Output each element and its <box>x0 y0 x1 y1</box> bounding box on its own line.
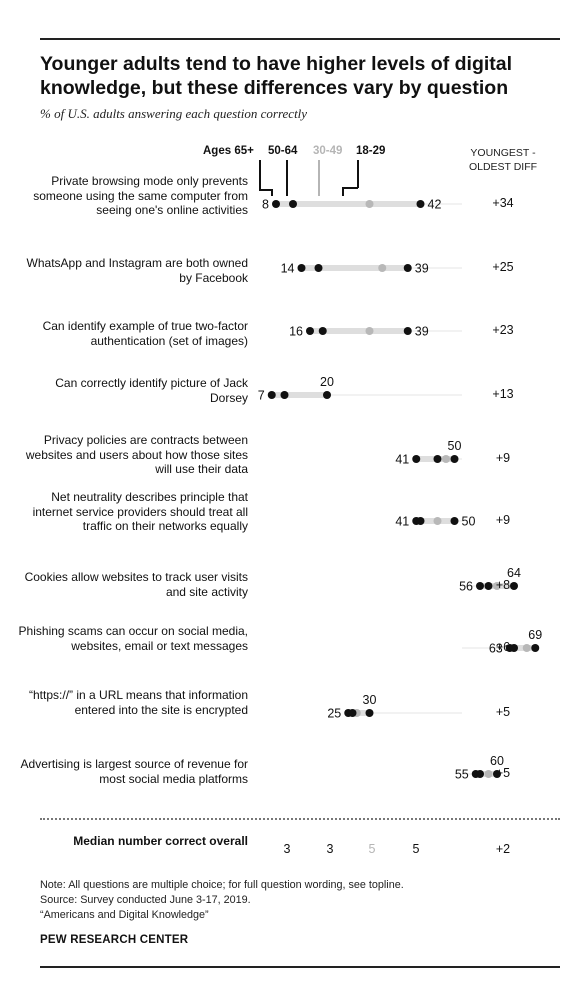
dot-65plus <box>412 455 420 463</box>
low-value-label: 41 <box>395 515 409 529</box>
dot-30-49 <box>366 200 374 208</box>
low-value-label: 55 <box>455 768 469 782</box>
median-value-18-29: 5 <box>406 842 426 856</box>
divider-dotted <box>40 818 560 820</box>
high-value-label: 20 <box>320 375 334 389</box>
diff-value: +25 <box>468 260 538 274</box>
median-value-30-49: 5 <box>362 842 382 856</box>
low-value-label: 8 <box>262 198 269 212</box>
diff-value: +8 <box>468 578 538 592</box>
dot-18-29 <box>451 517 459 525</box>
brand-logo-text: PEW RESEARCH CENTER <box>40 934 188 946</box>
median-diff: +2 <box>468 842 538 856</box>
median-value-50-64: 3 <box>320 842 340 856</box>
low-value-label: 25 <box>327 707 341 721</box>
dot-50-64 <box>289 200 297 208</box>
dot-30-49 <box>366 327 374 335</box>
high-value-label: 50 <box>448 439 462 453</box>
diff-value: +23 <box>468 323 538 337</box>
diff-value: +9 <box>468 451 538 465</box>
dot-50-64 <box>349 709 357 717</box>
dot-65plus <box>272 200 280 208</box>
dot-65plus <box>268 391 276 399</box>
high-value-label: 42 <box>428 198 442 212</box>
high-value-label: 39 <box>415 325 429 339</box>
dot-18-29 <box>323 391 331 399</box>
dot-18-29 <box>366 709 374 717</box>
dot-18-29 <box>404 264 412 272</box>
dot-50-64 <box>281 391 289 399</box>
high-value-label: 30 <box>363 693 377 707</box>
median-label: Median number correct overall <box>18 834 248 849</box>
note-text: Note: All questions are multiple choice;… <box>40 878 404 893</box>
bottom-rule <box>40 966 560 968</box>
dot-65plus <box>306 327 314 335</box>
high-value-label: 39 <box>415 262 429 276</box>
diff-value: +5 <box>468 766 538 780</box>
diff-value: +34 <box>468 196 538 210</box>
dot-30-49 <box>434 517 442 525</box>
dot-50-64 <box>434 455 442 463</box>
low-value-label: 16 <box>289 325 303 339</box>
dot-50-64 <box>315 264 323 272</box>
low-value-label: 41 <box>395 453 409 467</box>
dot-30-49 <box>378 264 386 272</box>
notes: Note: All questions are multiple choice;… <box>40 878 404 923</box>
diff-value: +6 <box>468 640 538 654</box>
diff-value: +5 <box>468 705 538 719</box>
dot-30-49 <box>442 455 450 463</box>
dot-18-29 <box>404 327 412 335</box>
dot-65plus <box>298 264 306 272</box>
median-value-65plus: 3 <box>277 842 297 856</box>
dot-18-29 <box>451 455 459 463</box>
dot-18-29 <box>417 200 425 208</box>
low-value-label: 14 <box>281 262 295 276</box>
diff-value: +9 <box>468 513 538 527</box>
low-value-label: 7 <box>258 389 265 403</box>
dot-50-64 <box>319 327 327 335</box>
diff-value: +13 <box>468 387 538 401</box>
source-text: Source: Survey conducted June 3-17, 2019… <box>40 893 404 908</box>
dot-50-64 <box>417 517 425 525</box>
report-title: “Americans and Digital Knowledge” <box>40 908 404 923</box>
